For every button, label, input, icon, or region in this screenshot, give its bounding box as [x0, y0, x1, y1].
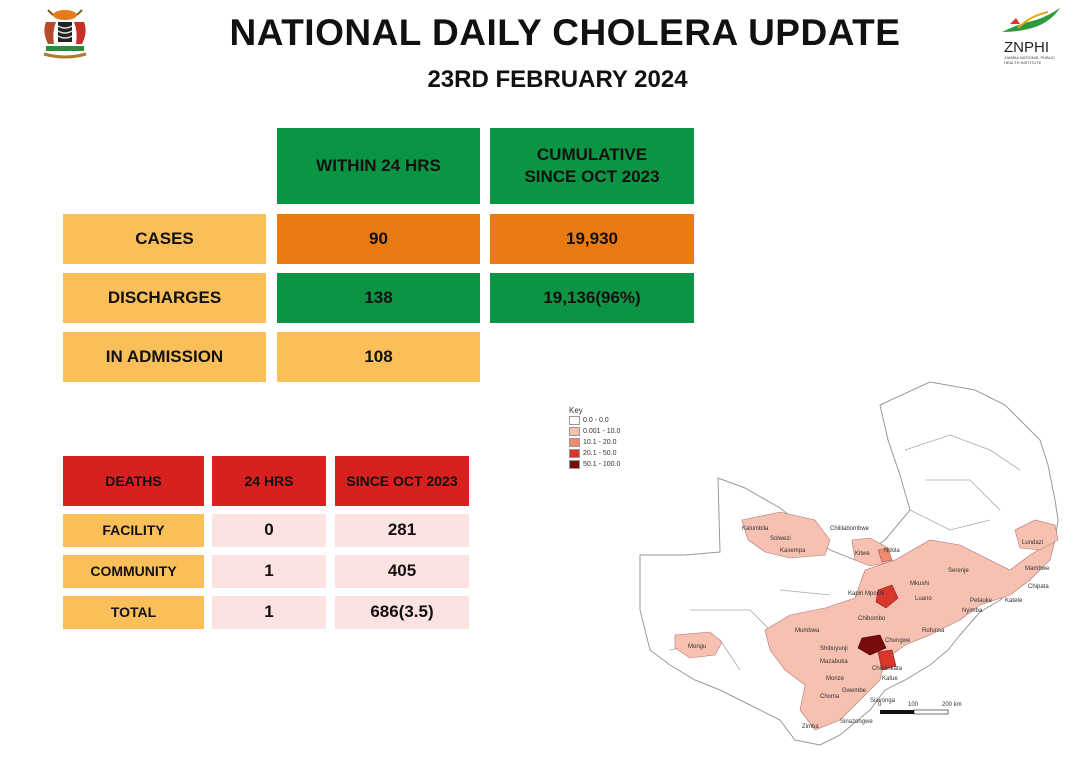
legend-label: 10.1 - 20.0 — [583, 439, 617, 446]
legend-label: 50.1 - 100.0 — [583, 461, 621, 468]
row-label-in-admission: IN ADMISSION — [63, 332, 266, 382]
district-label: Katete — [1005, 598, 1023, 604]
legend-swatch — [569, 416, 580, 425]
district-label: Rufunsa — [922, 628, 945, 634]
district-label: Kapiri Mposhi — [848, 591, 884, 597]
district-mongu-affected — [674, 631, 723, 659]
district-label: Chikankata — [872, 666, 903, 672]
district-label: Chongwe — [885, 638, 911, 644]
district-label: Sinazongwe — [840, 719, 873, 725]
district-label: Chibombo — [858, 616, 886, 622]
bird-icon — [1002, 8, 1060, 32]
coat-of-arms-logo — [36, 8, 94, 60]
district-label: Monze — [826, 676, 845, 682]
row-label-discharges: DISCHARGES — [63, 273, 266, 323]
district-label: Siavonga — [870, 698, 896, 704]
scale-label-200: 200 km — [942, 702, 962, 708]
district-label: Ndola — [884, 548, 900, 554]
in-admission-24h: 108 — [277, 332, 480, 382]
legend-title: Key — [569, 406, 583, 415]
legend-item: 10.1 - 20.0 — [569, 437, 659, 448]
deaths-total-24h: 1 — [212, 596, 326, 629]
map-scale-bar: 0 100 200 km — [878, 702, 962, 715]
legend-item: 20.1 - 50.0 — [569, 448, 659, 459]
legend-item: 0.0 - 0.0 — [569, 415, 659, 426]
scale-label-0: 0 — [878, 702, 882, 708]
deaths-header-label: DEATHS — [63, 456, 204, 506]
district-label: Kasempa — [780, 548, 806, 554]
district-label: Lundazi — [1022, 540, 1043, 546]
district-label: Chipata — [1028, 584, 1049, 590]
discharges-24h: 138 — [277, 273, 480, 323]
district-label: Zimba — [802, 724, 819, 730]
district-label: Mumbwa — [795, 628, 820, 634]
legend-swatch — [569, 438, 580, 447]
discharges-cumulative: 19,136(96%) — [490, 273, 694, 323]
district-northwestern-affected — [741, 511, 831, 559]
scale-label-100: 100 — [908, 702, 919, 708]
district-lundazi-affected — [1014, 519, 1059, 551]
district-label: Gwembe — [842, 688, 867, 694]
district-label: Kafue — [882, 676, 898, 682]
deaths-row-label-facility: FACILITY — [63, 514, 204, 547]
deaths-header-cumulative: SINCE OCT 2023 — [335, 456, 469, 506]
district-label: Mambwe — [1025, 566, 1050, 572]
legend-label: 0.0 - 0.0 — [583, 417, 609, 424]
zambia-district-map: Kalumbila Solwezi Kasempa Chililabombwe … — [639, 381, 1059, 746]
district-label: Mongu — [688, 644, 706, 650]
znphi-logo-subtext: ZAMBIA NATIONAL PUBLIC HEALTH INSTITUTE — [1004, 55, 1055, 65]
district-label: Petauke — [970, 598, 993, 604]
district-lusaka-50-100 — [857, 634, 887, 656]
map-legend: Key 0.0 - 0.0 0.001 - 10.0 10.1 - 20.0 2… — [569, 406, 659, 470]
col-header-cumulative: CUMULATIVE SINCE OCT 2023 — [490, 128, 694, 204]
znphi-logo-text: ZNPHI — [1004, 39, 1049, 56]
district-kafue-20-50 — [877, 649, 897, 671]
col-header-cumulative-line1: CUMULATIVE — [536, 144, 648, 164]
deaths-community-cumulative: 405 — [335, 555, 469, 588]
district-label: Shibuyunji — [820, 646, 848, 652]
district-boundaries — [669, 434, 1021, 671]
district-ndola-10-20 — [877, 547, 893, 563]
cases-cumulative: 19,930 — [490, 214, 694, 264]
district-kabwe-20-50 — [875, 584, 899, 609]
cases-24h: 90 — [277, 214, 480, 264]
district-central-eastern-affected — [764, 539, 1056, 731]
legend-swatch — [569, 449, 580, 458]
col-header-24h: WITHIN 24 HRS — [277, 128, 480, 204]
legend-item: 0.001 - 10.0 — [569, 426, 659, 437]
deaths-row-label-community: COMMUNITY — [63, 555, 204, 588]
deaths-facility-24h: 0 — [212, 514, 326, 547]
district-label: Chililabombwe — [830, 526, 870, 532]
deaths-total-cumulative: 686(3.5) — [335, 596, 469, 629]
district-label: Kalumbila — [742, 526, 769, 532]
legend-item: 50.1 - 100.0 — [569, 459, 659, 470]
district-label: Serenje — [948, 568, 969, 574]
col-header-cumulative-line2: SINCE OCT 2023 — [524, 167, 660, 186]
legend-swatch — [569, 427, 580, 436]
deaths-header-24h: 24 HRS — [212, 456, 326, 506]
deaths-community-24h: 1 — [212, 555, 326, 588]
znphi-logo: ZNPHI ZAMBIA NATIONAL PUBLIC HEALTH INST… — [996, 6, 1066, 68]
district-label: Mazabuka — [820, 659, 848, 665]
district-label: Choma — [820, 694, 840, 700]
district-label: Luano — [915, 596, 932, 602]
deaths-row-label-total: TOTAL — [63, 596, 204, 629]
report-date: 23RD FEBRUARY 2024 — [427, 66, 688, 93]
district-label: Solwezi — [770, 536, 791, 542]
deaths-facility-cumulative: 281 — [335, 514, 469, 547]
district-label: Mkushi — [910, 581, 929, 587]
district-label: Kitwe — [855, 551, 870, 557]
district-label: Nyimba — [962, 608, 983, 614]
page-title: NATIONAL DAILY CHOLERA UPDATE — [229, 12, 901, 53]
legend-label: 20.1 - 50.0 — [583, 450, 617, 457]
legend-swatch — [569, 460, 580, 469]
legend-label: 0.001 - 10.0 — [583, 428, 621, 435]
row-label-cases: CASES — [63, 214, 266, 264]
